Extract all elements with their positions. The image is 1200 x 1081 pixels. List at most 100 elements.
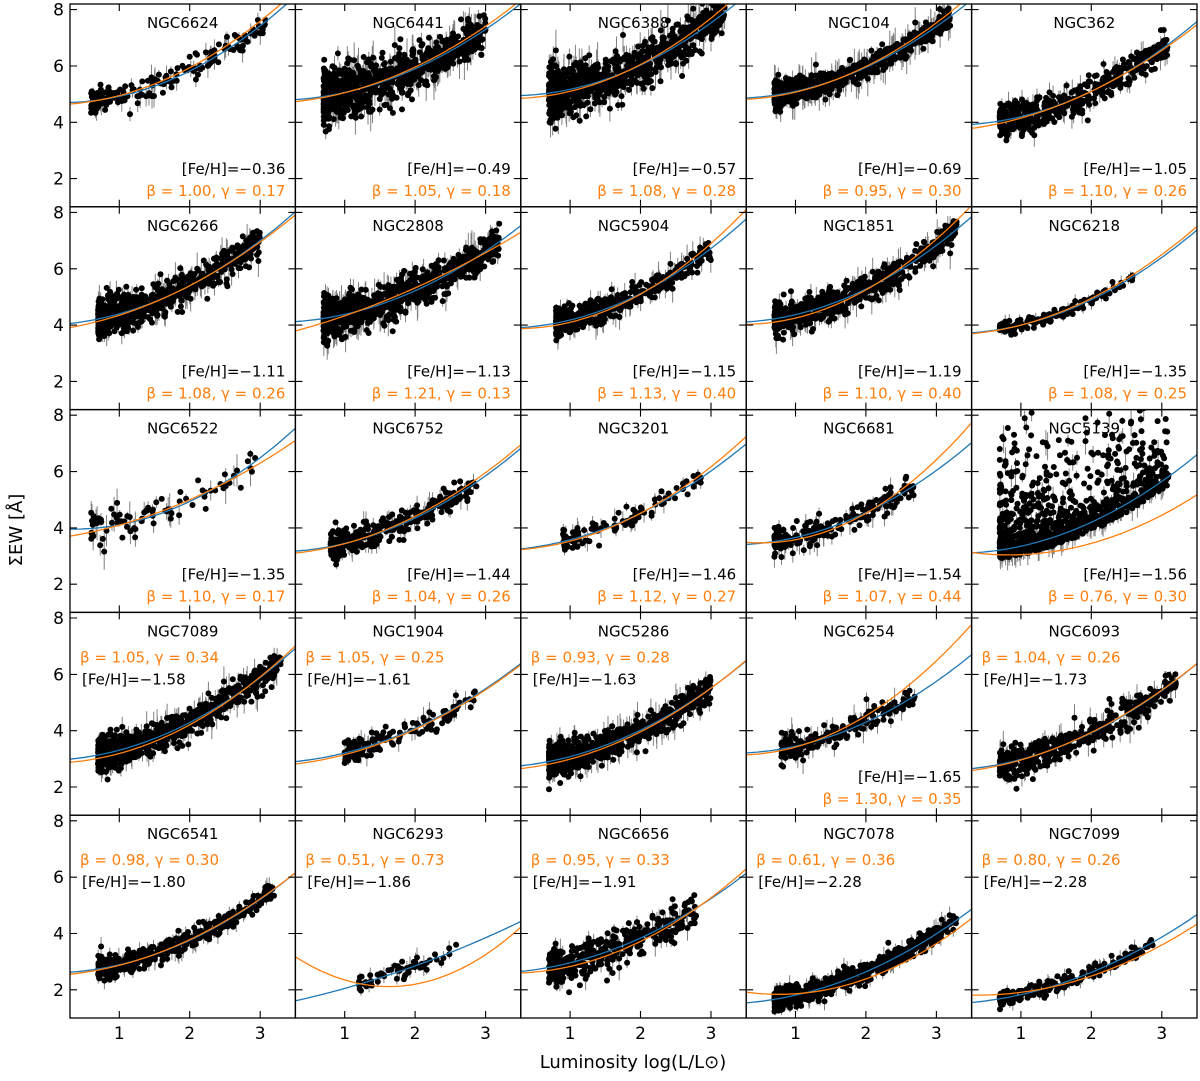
data-point	[1074, 98, 1081, 104]
data-point	[393, 318, 400, 325]
data-point	[114, 290, 121, 297]
data-point	[1131, 74, 1138, 81]
data-point	[159, 89, 166, 96]
data-point	[102, 106, 109, 113]
data-point	[125, 295, 132, 302]
data-point	[211, 280, 218, 287]
data-point	[394, 302, 401, 309]
data-point	[682, 43, 689, 50]
data-point	[547, 116, 554, 123]
data-point	[577, 59, 584, 66]
data-point	[439, 298, 446, 305]
data-point	[1050, 92, 1057, 99]
data-point	[565, 80, 572, 87]
data-point	[398, 82, 405, 89]
data-point	[162, 289, 169, 296]
data-point	[1061, 93, 1068, 100]
data-point	[1041, 99, 1048, 106]
data-point	[1100, 61, 1107, 67]
data-point	[356, 90, 363, 97]
data-point	[1085, 94, 1092, 101]
fit-curve-orange	[70, 214, 296, 329]
data-point	[468, 244, 475, 251]
data-point	[127, 111, 133, 118]
data-point	[700, 14, 707, 21]
data-point	[718, 4, 725, 8]
data-point	[690, 5, 697, 12]
data-point	[431, 76, 438, 83]
data-point	[999, 129, 1006, 136]
data-point	[155, 71, 162, 78]
data-point	[1008, 121, 1015, 128]
data-point	[410, 74, 417, 81]
data-point	[620, 32, 626, 38]
fit-curve-orange	[746, 4, 962, 101]
data-point	[441, 268, 448, 274]
data-point	[405, 300, 412, 307]
data-point	[352, 110, 359, 117]
plot-area	[295, 220, 521, 360]
data-point	[807, 76, 814, 82]
data-point	[137, 92, 144, 99]
data-point	[386, 79, 393, 86]
data-point	[149, 319, 155, 326]
data-point	[192, 76, 199, 83]
data-point	[709, 0, 715, 1]
data-point	[435, 58, 442, 65]
data-point	[623, 72, 630, 79]
data-point	[143, 93, 150, 100]
data-point	[481, 263, 488, 270]
data-point	[1019, 130, 1026, 137]
plot-area	[971, 21, 1197, 147]
fit-parameters: β = 1.21, γ = 0.13	[372, 385, 511, 403]
data-point	[644, 74, 651, 81]
data-point	[573, 112, 580, 119]
data-point	[402, 60, 409, 67]
data-point	[566, 105, 573, 112]
data-point	[418, 77, 425, 84]
data-point	[347, 284, 354, 291]
data-point	[1035, 122, 1042, 129]
data-point	[719, 16, 725, 23]
data-point	[903, 53, 910, 60]
data-point	[149, 93, 155, 100]
data-point	[646, 60, 653, 67]
data-point	[179, 62, 186, 69]
data-point	[1063, 82, 1070, 89]
data-point	[1142, 47, 1149, 54]
data-point	[332, 297, 338, 304]
data-point	[394, 56, 401, 63]
data-point	[576, 117, 583, 124]
data-point	[149, 304, 155, 311]
data-point	[138, 310, 145, 317]
data-point	[424, 49, 431, 55]
data-point	[399, 106, 405, 113]
cluster-name: NGC6441	[372, 14, 444, 32]
y-tick-label: 6	[53, 57, 64, 77]
data-point	[566, 53, 573, 60]
data-point	[182, 293, 189, 300]
data-point	[103, 284, 110, 291]
data-point	[330, 328, 337, 335]
data-point	[549, 98, 556, 105]
data-point	[377, 292, 384, 299]
data-point	[462, 257, 468, 264]
data-point	[138, 285, 145, 292]
data-point	[546, 72, 552, 79]
data-point	[821, 83, 828, 90]
data-point	[412, 264, 419, 271]
data-point	[340, 108, 347, 114]
data-point	[243, 237, 250, 244]
data-point	[163, 72, 170, 79]
axis-ticks	[70, 206, 296, 410]
data-point	[586, 67, 593, 74]
data-point	[345, 55, 352, 62]
data-point	[324, 307, 331, 314]
data-point	[811, 87, 817, 94]
axis-ticks	[295, 206, 521, 410]
data-point	[434, 44, 441, 51]
data-point	[441, 291, 448, 297]
data-point	[203, 261, 210, 268]
data-point	[174, 308, 181, 315]
data-point	[397, 288, 404, 295]
